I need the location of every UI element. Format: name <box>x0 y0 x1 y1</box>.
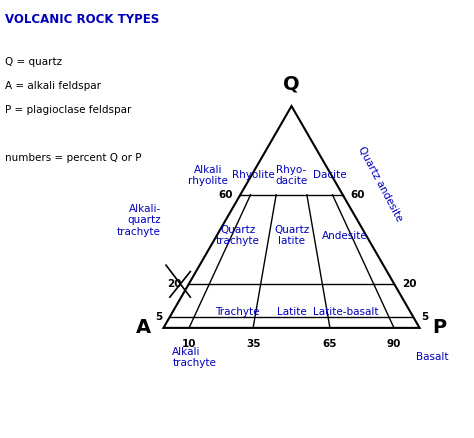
Text: 65: 65 <box>323 339 337 350</box>
Text: 10: 10 <box>182 339 196 350</box>
Text: Rhyolite: Rhyolite <box>232 170 275 180</box>
Text: Quartz
trachyte: Quartz trachyte <box>216 225 260 247</box>
Text: Alkali
rhyolite: Alkali rhyolite <box>188 165 228 186</box>
Text: 5: 5 <box>421 312 428 322</box>
Text: 20: 20 <box>167 279 182 289</box>
Text: Basalt: Basalt <box>416 352 448 362</box>
Text: 20: 20 <box>401 279 416 289</box>
Text: A = alkali feldspar: A = alkali feldspar <box>5 81 101 91</box>
Text: VOLCANIC ROCK TYPES: VOLCANIC ROCK TYPES <box>5 13 159 26</box>
Text: Rhyo-
dacite: Rhyo- dacite <box>275 165 308 186</box>
Text: 90: 90 <box>387 339 401 350</box>
Text: A: A <box>136 318 151 337</box>
Text: 35: 35 <box>246 339 260 350</box>
Text: Latite-basalt: Latite-basalt <box>312 307 378 317</box>
Text: Q = quartz: Q = quartz <box>5 57 62 67</box>
Text: numbers = percent Q or P: numbers = percent Q or P <box>5 153 141 163</box>
Text: P: P <box>432 318 447 337</box>
Text: Latite: Latite <box>277 307 306 317</box>
Text: Dacite: Dacite <box>312 170 346 180</box>
Text: 60: 60 <box>218 190 233 200</box>
Text: Quartz
latite: Quartz latite <box>274 225 309 247</box>
Text: Trachyte: Trachyte <box>216 307 260 317</box>
Text: Quartz andesite: Quartz andesite <box>356 145 404 224</box>
Text: P = plagioclase feldspar: P = plagioclase feldspar <box>5 105 131 115</box>
Text: Alkali
trachyte: Alkali trachyte <box>173 346 216 368</box>
Text: Andesite: Andesite <box>322 231 368 240</box>
Text: 5: 5 <box>155 312 162 322</box>
Text: Alkali-
quartz
trachyte: Alkali- quartz trachyte <box>117 204 161 237</box>
Text: Q: Q <box>283 74 300 93</box>
Text: 60: 60 <box>350 190 365 200</box>
